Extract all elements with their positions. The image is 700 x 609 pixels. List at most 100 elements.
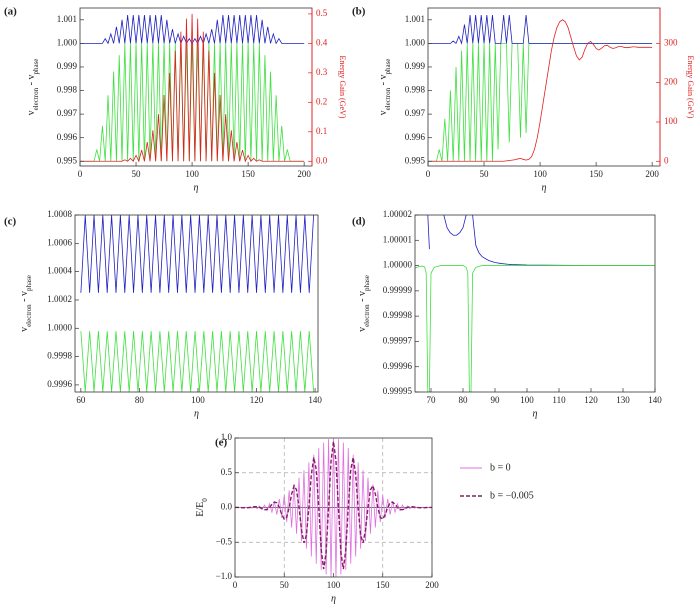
x-tick-label: 100 bbox=[191, 395, 205, 405]
x-tick-label: 70 bbox=[427, 395, 437, 405]
frame bbox=[74, 214, 319, 393]
plot-area bbox=[415, 215, 655, 392]
y2-axis-label: Energy Gain (GeV) bbox=[686, 56, 695, 119]
x-tick-label: 200 bbox=[645, 169, 659, 179]
y-tick-label: 0.997 bbox=[57, 108, 78, 118]
y-tick-label: 0.99995 bbox=[383, 386, 413, 396]
y-label-part: v bbox=[357, 327, 368, 332]
panel-label: (e) bbox=[215, 437, 228, 449]
y2-tick-label: 300 bbox=[664, 37, 678, 47]
y-axis-label: velectron - vphase bbox=[26, 59, 39, 116]
y-label-part: electron bbox=[32, 87, 40, 110]
y-tick-label: 0.999 bbox=[57, 61, 78, 71]
y-label-part: - v bbox=[19, 291, 30, 304]
panel-label: (c) bbox=[4, 216, 17, 228]
y-label-part: - v bbox=[357, 291, 368, 304]
y-tick-label: 1.0000 bbox=[47, 322, 72, 332]
y-tick-label: −1.0 bbox=[216, 571, 233, 581]
x-tick-label: 100 bbox=[520, 395, 534, 405]
series-line bbox=[415, 265, 655, 392]
series-line bbox=[80, 331, 315, 392]
x-tick-label: 90 bbox=[491, 395, 501, 405]
y-tick-label: 0.999 bbox=[405, 61, 426, 71]
y-label-part: v bbox=[19, 327, 30, 332]
x-tick-label: 60 bbox=[76, 395, 86, 405]
x-tick-label: 120 bbox=[250, 395, 264, 405]
y-tick-label: 1.001 bbox=[405, 14, 425, 24]
panel-label: (b) bbox=[352, 6, 366, 18]
y-axis-label: velectron - vphase bbox=[19, 275, 32, 332]
y-label-part: phase bbox=[363, 275, 371, 291]
y-tick-label: 1.000 bbox=[57, 37, 78, 47]
x-tick-label: 0 bbox=[233, 580, 238, 590]
y2-tick-label: 0 bbox=[664, 155, 669, 165]
x-tick-label: 80 bbox=[135, 395, 145, 405]
y-tick-label: 0.995 bbox=[405, 155, 426, 165]
series-line bbox=[80, 13, 305, 163]
y-tick-label: 0.996 bbox=[57, 132, 78, 142]
y-label-part: electron bbox=[384, 87, 392, 110]
y-tick-label: 1.0 bbox=[221, 432, 233, 442]
x-axis-label: η bbox=[542, 182, 547, 193]
y-axis-label: velectron - vphase bbox=[378, 59, 391, 116]
series-line bbox=[427, 215, 655, 266]
y2-tick-label: 0.0 bbox=[316, 155, 328, 165]
x-axis-label: η bbox=[194, 408, 199, 419]
x-tick-label: 100 bbox=[533, 169, 547, 179]
y2-tick-label: 200 bbox=[664, 77, 678, 87]
y-label-part: electron bbox=[25, 304, 33, 327]
series-line bbox=[80, 15, 305, 45]
y2-axis-label: Energy Gain (GeV) bbox=[338, 56, 347, 119]
y-tick-label: 1.001 bbox=[57, 14, 77, 24]
x-tick-label: 140 bbox=[648, 395, 662, 405]
series-line bbox=[80, 43, 305, 162]
y-tick-label: 0.997 bbox=[405, 108, 426, 118]
x-tick-label: 200 bbox=[425, 580, 439, 590]
series-line bbox=[428, 19, 653, 162]
x-tick-label: 50 bbox=[132, 169, 142, 179]
x-tick-label: 130 bbox=[616, 395, 630, 405]
y-tick-label: 1.0008 bbox=[47, 209, 72, 219]
series-line bbox=[428, 15, 653, 45]
y2-tick-label: 0.1 bbox=[316, 126, 327, 136]
y-tick-label: 1.0002 bbox=[47, 294, 72, 304]
y-tick-label: 0.5 bbox=[221, 467, 233, 477]
series-line bbox=[235, 438, 432, 577]
plot-area bbox=[235, 438, 432, 577]
x-tick-label: 150 bbox=[241, 169, 255, 179]
x-tick-label: 140 bbox=[308, 395, 322, 405]
y-label-part: phase bbox=[384, 59, 392, 75]
y-tick-label: 0.998 bbox=[405, 85, 426, 95]
legend-label: b = 0 bbox=[490, 462, 511, 473]
plot-area bbox=[80, 215, 315, 392]
y-tick-label: 1.00002 bbox=[383, 209, 412, 219]
y2-tick-label: 100 bbox=[664, 116, 678, 126]
y-axis-label: E/E0 bbox=[195, 498, 208, 517]
y-label-part: electron bbox=[363, 304, 371, 327]
x-tick-label: 150 bbox=[376, 580, 390, 590]
panel-label: (a) bbox=[4, 6, 17, 18]
panel-label: (d) bbox=[352, 216, 366, 228]
y-tick-label: 1.00000 bbox=[383, 260, 413, 270]
x-tick-label: 200 bbox=[297, 169, 311, 179]
x-tick-label: 110 bbox=[552, 395, 566, 405]
x-axis-label: η bbox=[533, 408, 538, 419]
y-tick-label: 0.99996 bbox=[383, 361, 413, 371]
x-tick-label: 0 bbox=[426, 169, 431, 179]
y-tick-label: 1.00001 bbox=[383, 234, 412, 244]
y-tick-label: 0.9998 bbox=[47, 351, 72, 361]
x-axis-label: η bbox=[331, 593, 336, 604]
x-tick-label: 100 bbox=[327, 580, 341, 590]
y-label-part: phase bbox=[32, 59, 40, 75]
x-tick-label: 80 bbox=[459, 395, 469, 405]
x-tick-label: 50 bbox=[480, 169, 490, 179]
y-label-part: E/E bbox=[195, 502, 206, 517]
y2-tick-label: 0.4 bbox=[316, 37, 328, 47]
y-label-part: - v bbox=[26, 75, 37, 88]
y-tick-label: 0.996 bbox=[405, 132, 426, 142]
y2-tick-label: 0.2 bbox=[316, 96, 327, 106]
y-tick-label: 1.0004 bbox=[47, 266, 72, 276]
frame bbox=[414, 214, 656, 393]
plot-area bbox=[80, 13, 305, 163]
y-tick-label: 0.99998 bbox=[383, 310, 413, 320]
